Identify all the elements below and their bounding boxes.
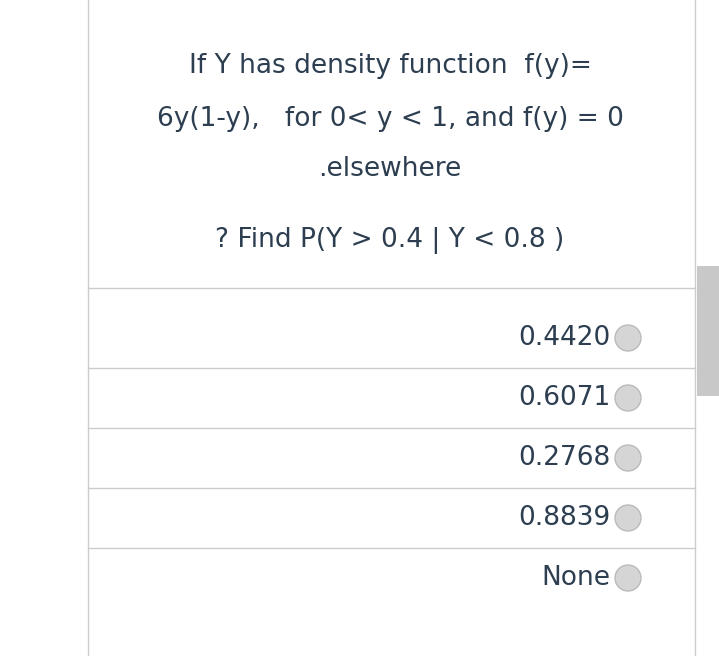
- Text: 0.4420: 0.4420: [518, 325, 610, 351]
- Text: 6y(1-y),   for 0< y < 1, and f(y) = 0: 6y(1-y), for 0< y < 1, and f(y) = 0: [157, 106, 623, 132]
- Text: 0.6071: 0.6071: [518, 385, 610, 411]
- Text: 0.8839: 0.8839: [518, 505, 610, 531]
- Text: .elsewhere: .elsewhere: [319, 156, 462, 182]
- FancyBboxPatch shape: [697, 266, 719, 396]
- Text: None: None: [541, 565, 610, 591]
- Circle shape: [615, 325, 641, 351]
- Circle shape: [615, 385, 641, 411]
- Circle shape: [615, 565, 641, 591]
- Text: 0.2768: 0.2768: [518, 445, 610, 471]
- Text: ? Find P(Y > 0.4 | Y < 0.8 ): ? Find P(Y > 0.4 | Y < 0.8 ): [216, 228, 564, 255]
- Text: If Y has density function  f(y)=: If Y has density function f(y)=: [188, 53, 592, 79]
- Circle shape: [615, 505, 641, 531]
- Circle shape: [615, 445, 641, 471]
